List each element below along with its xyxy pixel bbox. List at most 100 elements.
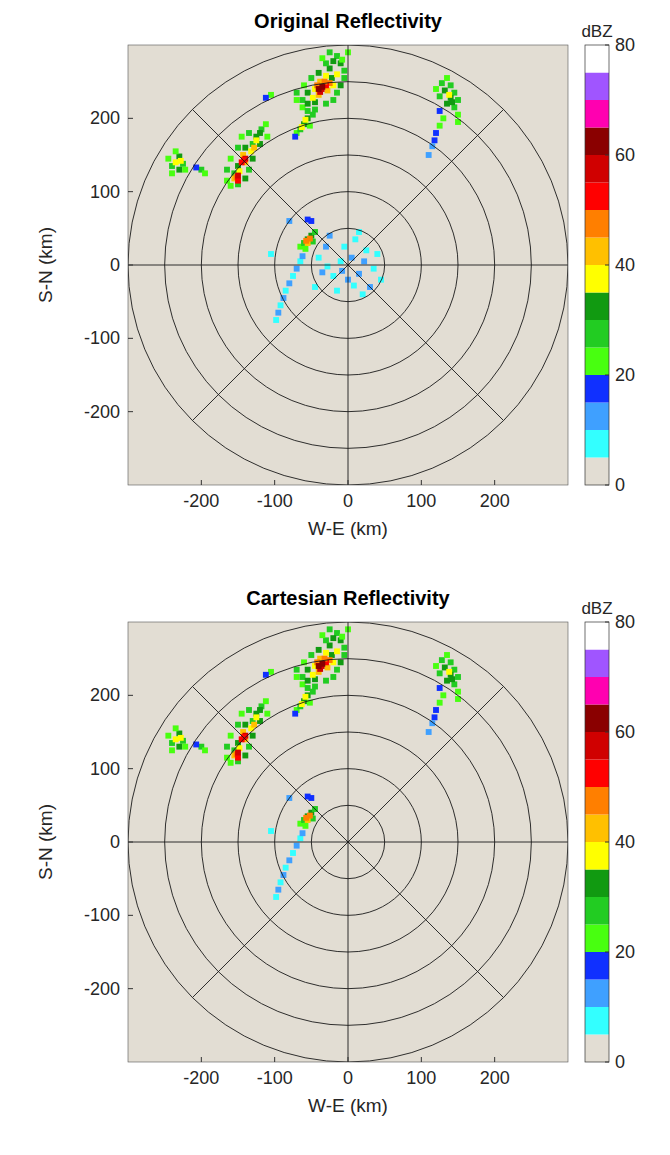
reflectivity-cell [294, 674, 300, 680]
reflectivity-cell [264, 711, 270, 717]
reflectivity-cell [242, 722, 248, 728]
reflectivity-cell [323, 650, 329, 656]
reflectivity-cell [235, 173, 241, 179]
reflectivity-cell [235, 755, 241, 761]
x-tick-label: 0 [343, 1068, 353, 1088]
reflectivity-cell [446, 669, 452, 675]
x-tick [421, 480, 422, 485]
x-tick [201, 1057, 202, 1062]
reflectivity-cell [440, 692, 446, 698]
reflectivity-cell [297, 835, 303, 841]
y-tick [128, 118, 133, 119]
colorbar-bin [585, 73, 609, 101]
x-axis-title: W-E (km) [308, 1095, 388, 1116]
reflectivity-cell [323, 60, 329, 66]
reflectivity-cell [341, 75, 347, 81]
reflectivity-cell [275, 310, 281, 316]
reflectivity-cell [308, 75, 314, 81]
reflectivity-cell [451, 90, 457, 96]
reflectivity-cell [323, 101, 329, 107]
range-ring [128, 622, 568, 1062]
colorbar-bin [585, 210, 609, 238]
reflectivity-cell [305, 678, 311, 684]
reflectivity-cell [303, 246, 309, 252]
reflectivity-cell [312, 684, 318, 690]
reflectivity-cell [250, 733, 256, 739]
reflectivity-cell [334, 667, 340, 673]
reflectivity-cell [316, 255, 322, 261]
colorbar-bin [585, 650, 609, 678]
colorbar-tick-label: 40 [615, 255, 635, 275]
reflectivity-cell [446, 92, 452, 98]
colorbar-bin [585, 1035, 609, 1063]
y-tick-label: -100 [84, 905, 120, 925]
reflectivity-cell [341, 244, 347, 250]
x-tick-label: 100 [406, 1068, 436, 1088]
y-tick-label: 200 [90, 108, 120, 128]
reflectivity-cell [338, 659, 344, 665]
reflectivity-cell [294, 266, 300, 272]
y-tick-label: 100 [90, 182, 120, 202]
x-tick-label: 100 [406, 491, 436, 511]
reflectivity-cell [300, 830, 306, 836]
reflectivity-cell [316, 70, 322, 76]
reflectivity-cell [182, 167, 188, 173]
reflectivity-cell [178, 735, 184, 741]
reflectivity-cell [251, 722, 257, 728]
reflectivity-cell [327, 626, 333, 632]
reflectivity-cell [283, 865, 289, 871]
reflectivity-cell [323, 637, 329, 643]
reflectivity-cell [250, 156, 256, 162]
reflectivity-cell [268, 669, 274, 675]
reflectivity-cell [426, 729, 432, 735]
reflectivity-cell [437, 685, 443, 691]
colorbar-tick-label: 60 [615, 722, 635, 742]
reflectivity-cell [305, 794, 311, 800]
reflectivity-cell [308, 652, 314, 658]
reflectivity-cell [341, 652, 347, 658]
colorbar-tick [605, 1062, 609, 1063]
x-tick-label: 200 [480, 491, 510, 511]
reflectivity-cell [334, 53, 340, 59]
colorbar-bin [585, 293, 609, 321]
reflectivity-cell [323, 678, 329, 684]
reflectivity-cell [290, 850, 296, 856]
reflectivity-cell [292, 134, 298, 140]
reflectivity-cell [437, 700, 443, 706]
reflectivity-cell [224, 167, 230, 173]
y-tick [128, 265, 133, 266]
title: Cartesian Reflectivity [246, 587, 450, 609]
reflectivity-cell [235, 178, 241, 184]
colorbar-bin [585, 705, 609, 733]
colorbar-bin [585, 760, 609, 788]
colorbar-tick-label: 20 [615, 942, 635, 962]
colorbar-bin [585, 100, 609, 128]
reflectivity-cell [310, 689, 316, 695]
y-tick-label: 0 [110, 832, 120, 852]
azimuth-line [192, 109, 503, 420]
colorbar-bin [585, 155, 609, 183]
y-tick-label: -200 [84, 979, 120, 999]
colorbar-tick [605, 265, 609, 266]
colorbar-tick-label: 40 [615, 832, 635, 852]
reflectivity-cell [202, 170, 208, 176]
y-axis-title: S-N (km) [35, 227, 56, 303]
reflectivity-cell [300, 681, 306, 687]
x-tick-label: -100 [257, 491, 293, 511]
reflectivity-cell [310, 672, 316, 678]
x-tick-label: 0 [343, 491, 353, 511]
reflectivity-cell [325, 665, 331, 671]
reflectivity-cell [300, 97, 306, 103]
reflectivity-cell [323, 73, 329, 79]
reflectivity-cell [339, 634, 345, 640]
reflectivity-cell [228, 760, 234, 766]
reflectivity-cell [239, 711, 245, 717]
reflectivity-cell [305, 101, 311, 107]
reflectivity-cell [305, 685, 311, 691]
colorbar-bin [585, 375, 609, 403]
reflectivity-cell [330, 58, 336, 64]
reflectivity-cell [305, 90, 311, 96]
reflectivity-cell [316, 663, 322, 669]
reflectivity-cell [448, 659, 454, 665]
colorbar-bin [585, 238, 609, 266]
